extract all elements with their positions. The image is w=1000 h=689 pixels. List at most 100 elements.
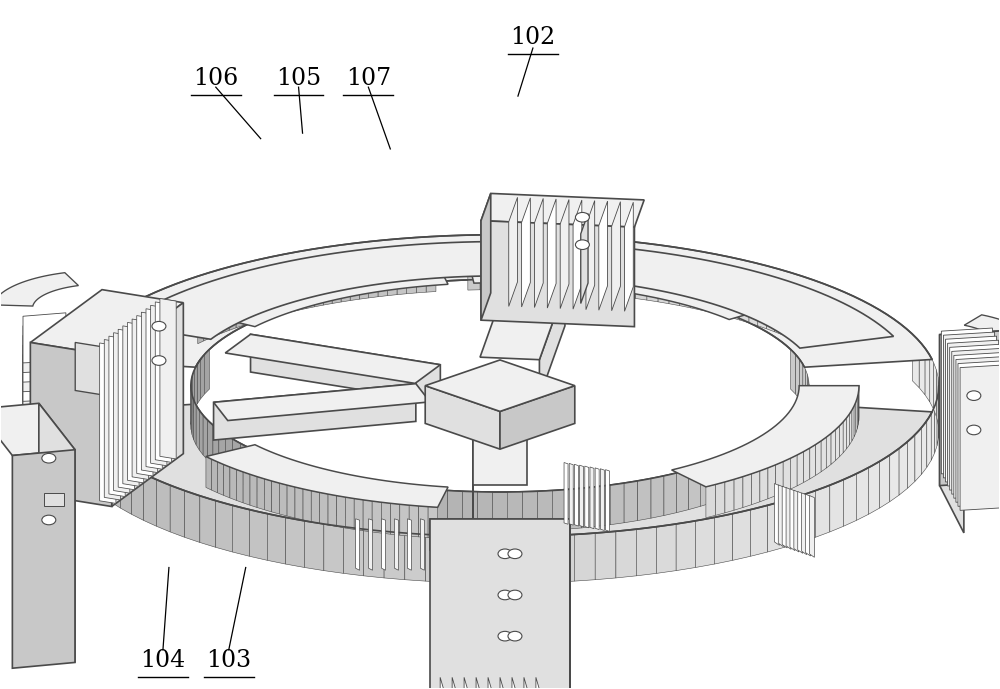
Polygon shape xyxy=(79,428,85,482)
Polygon shape xyxy=(529,259,541,290)
Polygon shape xyxy=(463,491,477,531)
Polygon shape xyxy=(311,470,324,513)
Polygon shape xyxy=(407,519,411,570)
Polygon shape xyxy=(112,302,183,506)
Polygon shape xyxy=(573,200,582,309)
Polygon shape xyxy=(907,435,915,489)
Polygon shape xyxy=(320,493,328,525)
Polygon shape xyxy=(492,259,504,289)
Circle shape xyxy=(508,631,522,641)
Polygon shape xyxy=(303,489,311,522)
Polygon shape xyxy=(328,494,337,526)
Polygon shape xyxy=(596,485,610,526)
Polygon shape xyxy=(23,371,66,420)
Polygon shape xyxy=(523,491,537,531)
Polygon shape xyxy=(956,356,1000,502)
Polygon shape xyxy=(258,452,268,495)
Polygon shape xyxy=(104,340,121,500)
Polygon shape xyxy=(960,364,1000,511)
Polygon shape xyxy=(940,331,1000,486)
Polygon shape xyxy=(204,307,210,341)
Polygon shape xyxy=(852,406,854,441)
Circle shape xyxy=(498,590,512,600)
Polygon shape xyxy=(782,486,787,548)
Circle shape xyxy=(42,453,56,463)
Polygon shape xyxy=(213,425,219,469)
Polygon shape xyxy=(485,519,489,570)
Polygon shape xyxy=(311,491,320,524)
Polygon shape xyxy=(940,335,964,533)
Polygon shape xyxy=(835,426,840,460)
Polygon shape xyxy=(856,468,868,520)
Polygon shape xyxy=(75,342,120,398)
Polygon shape xyxy=(146,309,162,469)
Polygon shape xyxy=(426,260,436,292)
Polygon shape xyxy=(676,521,695,570)
Polygon shape xyxy=(508,492,523,532)
Polygon shape xyxy=(251,334,440,402)
Polygon shape xyxy=(749,292,758,326)
Polygon shape xyxy=(574,464,578,526)
Polygon shape xyxy=(760,468,768,502)
Polygon shape xyxy=(197,359,201,404)
Polygon shape xyxy=(30,342,112,506)
Polygon shape xyxy=(636,526,656,576)
Polygon shape xyxy=(257,477,264,510)
Polygon shape xyxy=(925,348,930,402)
Text: 104: 104 xyxy=(140,648,186,672)
Polygon shape xyxy=(569,464,573,525)
Polygon shape xyxy=(23,390,66,440)
Polygon shape xyxy=(734,477,743,511)
Polygon shape xyxy=(216,302,222,336)
Polygon shape xyxy=(816,441,821,475)
Polygon shape xyxy=(792,415,797,460)
Polygon shape xyxy=(795,354,799,399)
Polygon shape xyxy=(225,334,440,383)
Polygon shape xyxy=(23,342,66,392)
Polygon shape xyxy=(369,519,373,570)
Polygon shape xyxy=(732,452,742,495)
Polygon shape xyxy=(536,677,541,689)
Text: 105: 105 xyxy=(276,67,321,90)
Polygon shape xyxy=(934,362,936,416)
Polygon shape xyxy=(532,535,553,583)
Polygon shape xyxy=(200,496,216,547)
Polygon shape xyxy=(376,483,390,525)
Polygon shape xyxy=(936,370,938,424)
Circle shape xyxy=(575,240,589,249)
Polygon shape xyxy=(831,430,835,464)
Polygon shape xyxy=(804,400,806,445)
Polygon shape xyxy=(236,295,243,328)
Polygon shape xyxy=(23,361,66,411)
Polygon shape xyxy=(381,502,391,534)
Polygon shape xyxy=(364,529,384,578)
Polygon shape xyxy=(580,465,584,527)
Polygon shape xyxy=(638,478,651,521)
Polygon shape xyxy=(81,334,88,388)
Polygon shape xyxy=(369,266,378,298)
Polygon shape xyxy=(690,277,701,310)
Polygon shape xyxy=(752,471,760,504)
Polygon shape xyxy=(141,312,158,473)
Polygon shape xyxy=(372,501,381,533)
Polygon shape xyxy=(492,492,508,532)
Polygon shape xyxy=(656,524,676,573)
Polygon shape xyxy=(70,348,75,402)
Polygon shape xyxy=(109,336,125,497)
Polygon shape xyxy=(391,503,400,535)
Polygon shape xyxy=(774,484,779,545)
Polygon shape xyxy=(776,462,783,495)
Polygon shape xyxy=(477,492,492,532)
Polygon shape xyxy=(198,260,448,327)
Polygon shape xyxy=(0,273,78,306)
Polygon shape xyxy=(278,460,289,503)
Polygon shape xyxy=(553,535,574,582)
Polygon shape xyxy=(69,413,73,467)
Polygon shape xyxy=(400,504,409,536)
Polygon shape xyxy=(958,360,1000,506)
Polygon shape xyxy=(522,198,530,307)
Polygon shape xyxy=(201,354,205,399)
Polygon shape xyxy=(289,280,298,312)
Polygon shape xyxy=(378,265,387,297)
Polygon shape xyxy=(595,468,599,530)
